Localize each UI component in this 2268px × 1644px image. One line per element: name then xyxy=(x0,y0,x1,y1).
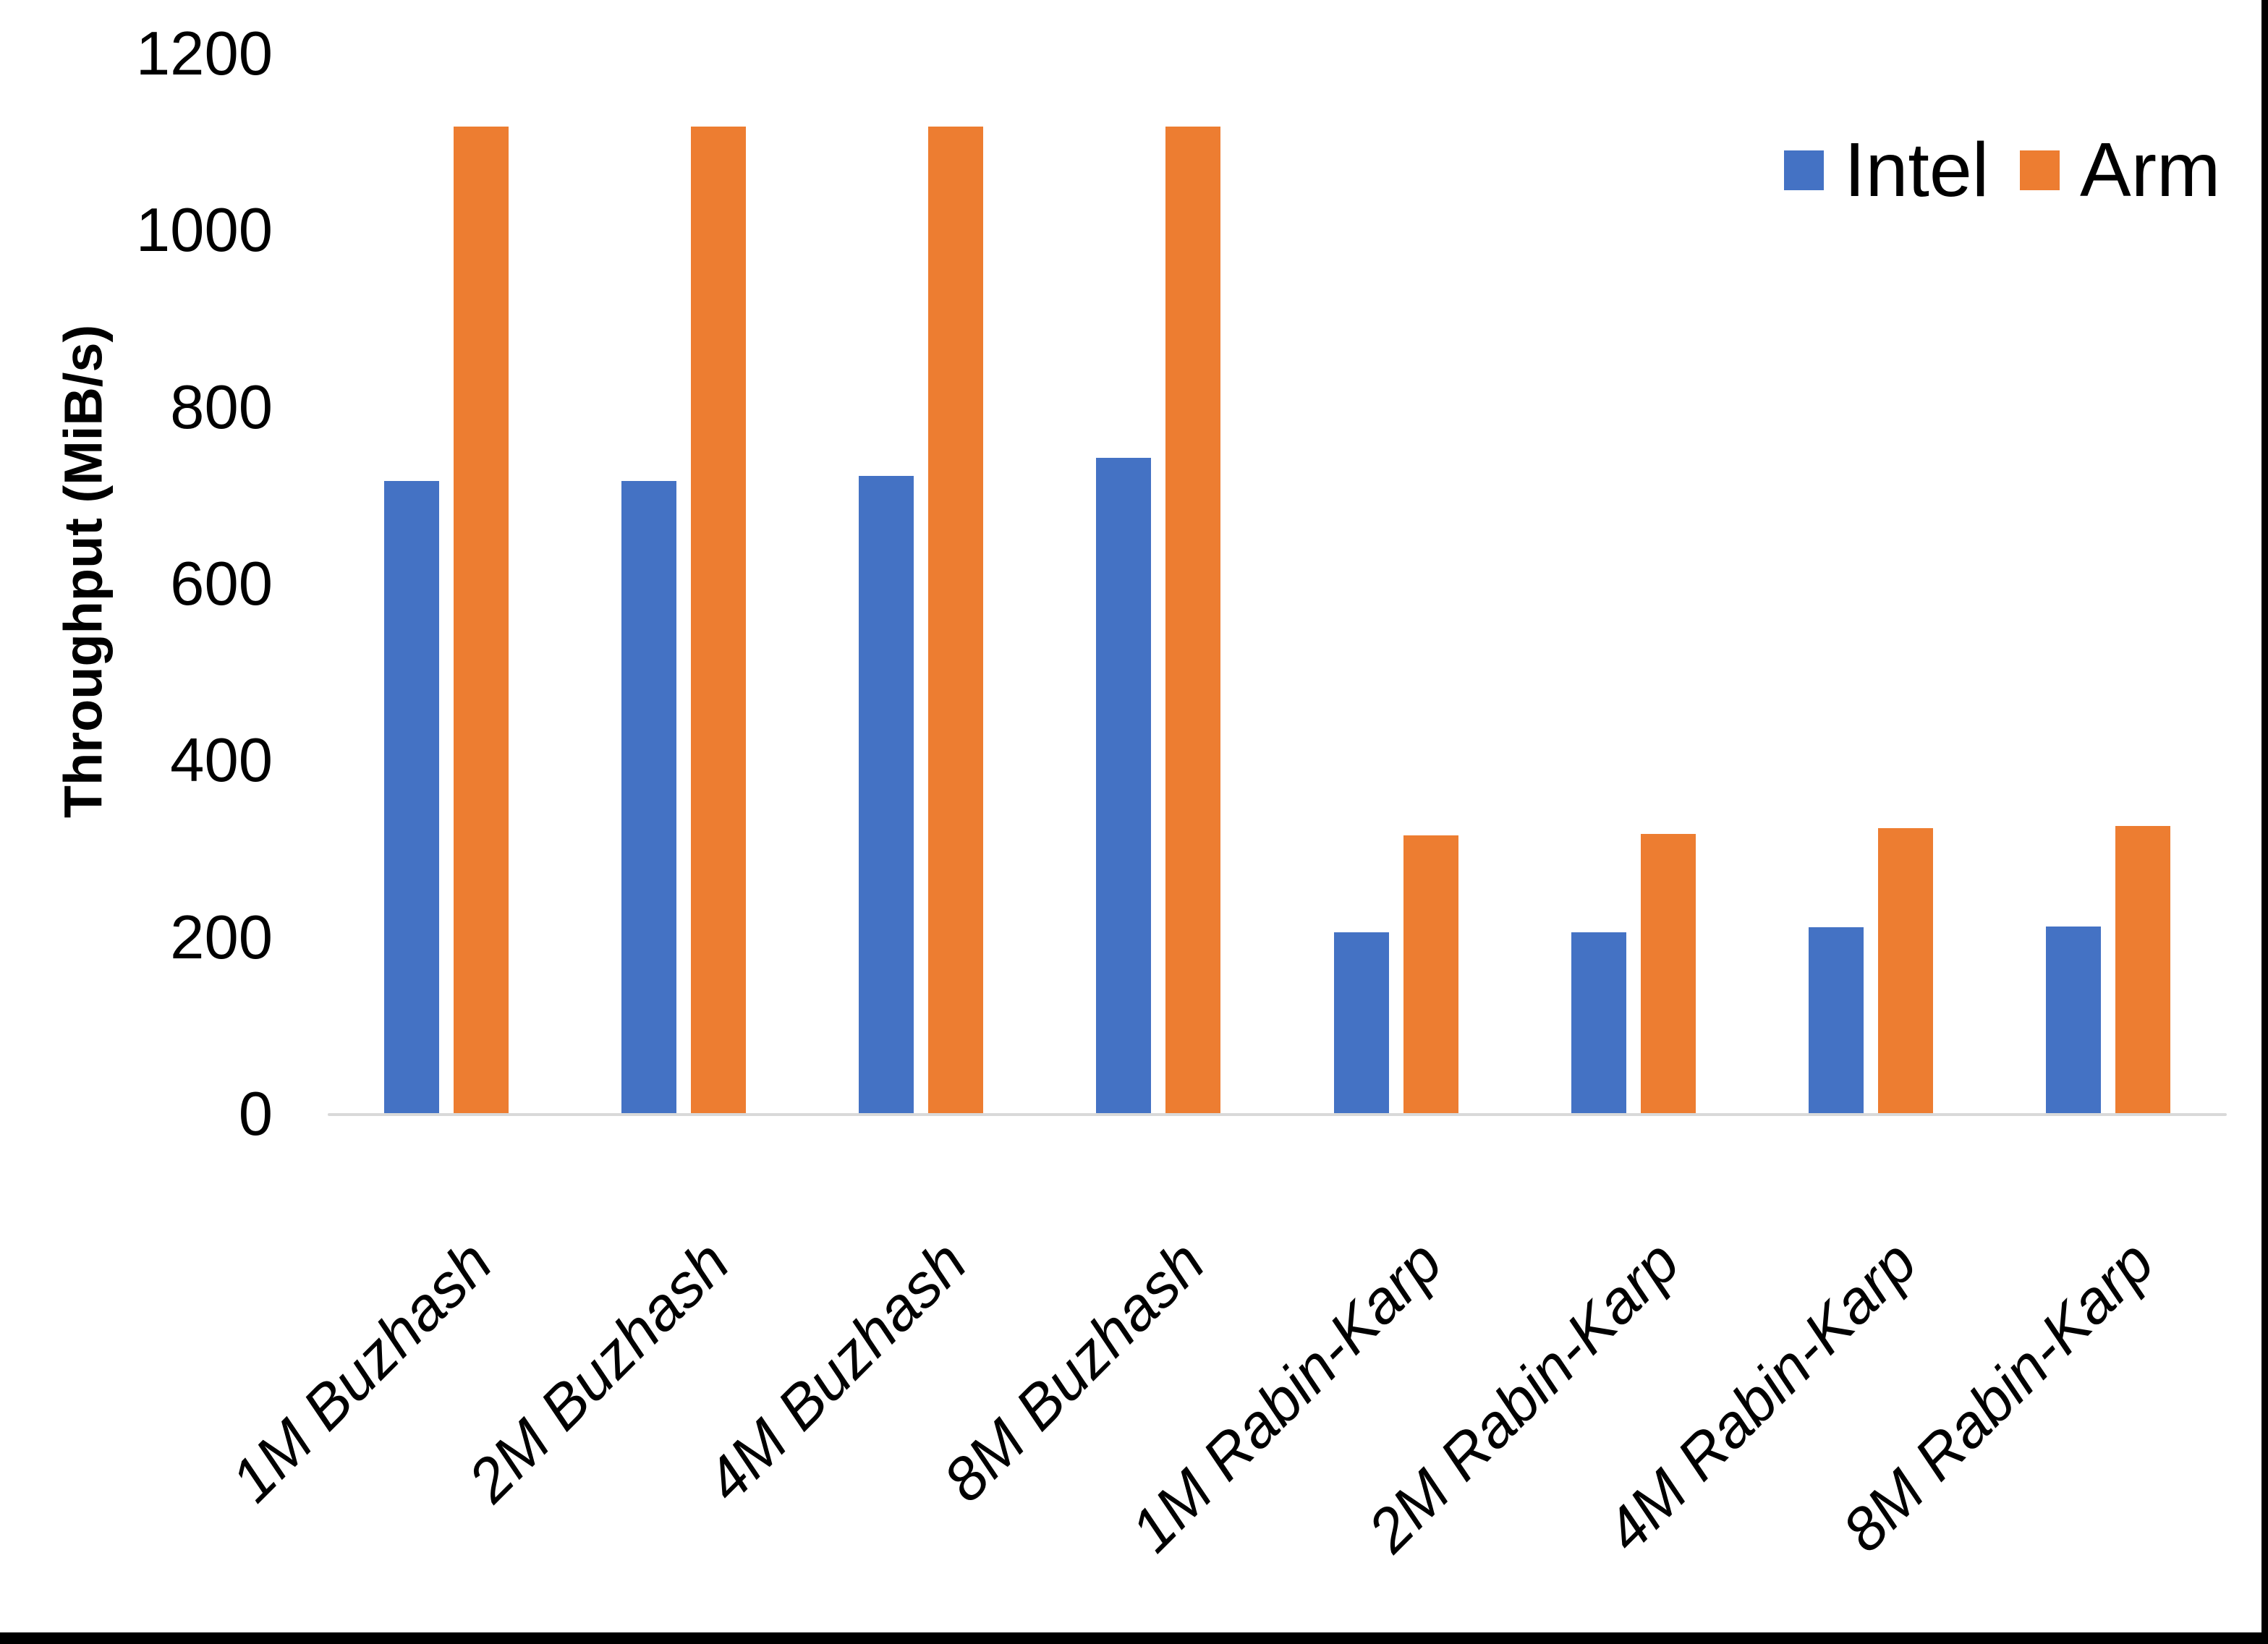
bar-group-2m-rabin-karp xyxy=(1515,54,1752,1115)
bar-arm-4m-rabin-karp xyxy=(1877,828,1933,1115)
plot-area xyxy=(328,54,2227,1115)
y-tick-label-0: 0 xyxy=(238,1080,273,1149)
bar-arm-1m-buzhash xyxy=(454,127,509,1115)
y-tick-label-1000: 1000 xyxy=(135,196,273,265)
bar-intel-8m-buzhash xyxy=(1096,458,1152,1115)
bar-group-4m-rabin-karp xyxy=(1752,54,1989,1115)
bar-arm-1m-rabin-karp xyxy=(1403,835,1458,1115)
right-border xyxy=(2261,0,2268,1644)
x-axis-line xyxy=(328,1113,2227,1116)
y-tick-label-800: 800 xyxy=(170,372,273,442)
y-tick-label-600: 600 xyxy=(170,550,273,618)
bar-group-4m-buzhash xyxy=(802,54,1040,1115)
legend-swatch-intel xyxy=(1784,150,1824,190)
legend-label-intel: Intel xyxy=(1844,127,1989,213)
bar-intel-1m-buzhash xyxy=(384,481,440,1115)
bar-intel-4m-buzhash xyxy=(859,475,914,1115)
legend-item-arm: Arm xyxy=(2020,130,2220,210)
bar-group-8m-rabin-karp xyxy=(1989,54,2227,1115)
legend-label-arm: Arm xyxy=(2080,127,2221,213)
bar-arm-4m-buzhash xyxy=(928,127,984,1115)
legend-item-intel: Intel xyxy=(1784,130,1989,210)
bar-intel-4m-rabin-karp xyxy=(1808,927,1864,1115)
bar-arm-8m-buzhash xyxy=(1165,127,1221,1115)
bar-arm-2m-buzhash xyxy=(691,127,747,1115)
bar-intel-1m-rabin-karp xyxy=(1333,932,1389,1115)
bar-group-8m-buzhash xyxy=(1040,54,1277,1115)
bar-intel-2m-rabin-karp xyxy=(1571,932,1626,1115)
y-tick-label-200: 200 xyxy=(170,903,273,972)
legend-swatch-arm xyxy=(2020,150,2060,190)
y-tick-label-1200: 1200 xyxy=(135,20,273,88)
bar-arm-8m-rabin-karp xyxy=(2115,825,2170,1115)
y-tick-label-400: 400 xyxy=(170,726,273,796)
bar-group-1m-buzhash xyxy=(328,54,565,1115)
bar-intel-8m-rabin-karp xyxy=(2045,926,2101,1115)
bar-group-1m-rabin-karp xyxy=(1278,54,1515,1115)
bar-arm-2m-rabin-karp xyxy=(1640,833,1696,1115)
bottom-border xyxy=(0,1632,2268,1644)
bar-intel-2m-buzhash xyxy=(621,481,677,1115)
bar-group-2m-buzhash xyxy=(565,54,802,1115)
